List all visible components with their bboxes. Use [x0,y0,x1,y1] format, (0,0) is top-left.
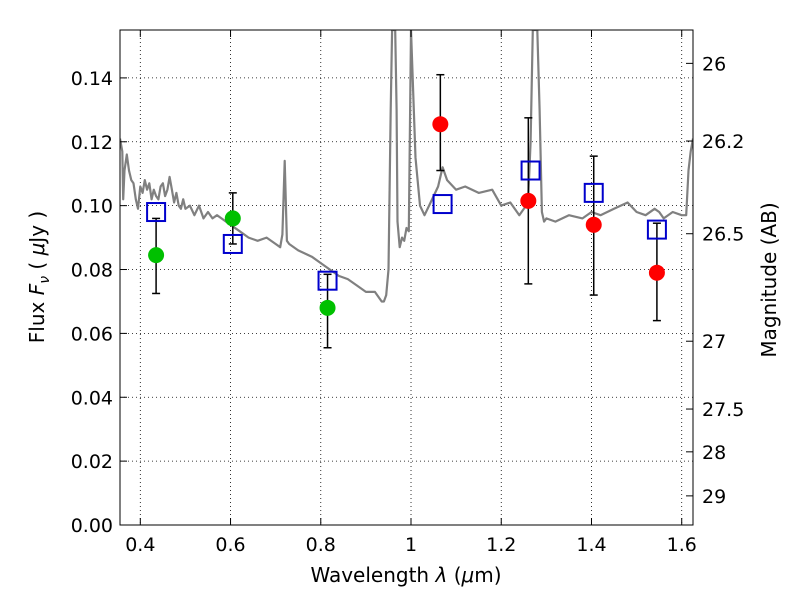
axis-ticks: 0.4 0.6 0.8 1 1.2 1.4 1.6 0.00 0.02 0.04 0.06 0.08 0… [71,30,744,556]
y-tick-label: 0.12 [71,132,113,154]
x-tick-label: 1.6 [667,534,697,556]
y2-tick-label: 27.5 [702,399,744,421]
y2-tick-label: 26.2 [702,131,744,153]
y2-tick-label: 26.5 [702,224,744,246]
observed-point [520,192,537,209]
observed-point [148,247,165,264]
model-photometry-point [583,182,604,203]
y-axis-label: Flux Fν ( μJy ) [25,211,53,343]
y-tick-label: 0.02 [71,451,113,473]
x-axis-label: Wavelength λ (μm) [310,563,501,587]
plot-data-area [120,30,693,349]
y-tick-label: 0.14 [71,68,113,90]
sed-model-line [120,30,693,303]
model-photometry-point [317,270,338,291]
plot-frame [119,29,694,526]
x-tick-label: 0.8 [306,534,336,556]
observed-point [224,210,241,227]
observed-point [648,264,665,281]
observed-point [432,116,449,133]
x-tick-label: 0.4 [125,534,155,556]
observed-point [585,216,602,233]
y2-axis-label: Magnitude (AB) [757,202,781,357]
x-tick-label: 0.6 [215,534,245,556]
grid-lines [120,30,693,526]
x-tick-label: 1.4 [576,534,606,556]
y2-tick-label: 28 [702,442,726,464]
x-tick-label: 1.2 [486,534,516,556]
y-tick-label: 0.04 [71,387,113,409]
observed-point [319,299,336,316]
model-photometry-point [222,233,243,254]
model-photometry-point [432,194,453,215]
y-tick-label: 0.00 [71,515,113,537]
x-tick-label: 1 [405,534,417,556]
y2-tick-label: 27 [702,331,726,353]
y2-tick-label: 26 [702,53,726,75]
model-photometry-point [146,202,167,223]
y-tick-label: 0.10 [71,196,113,218]
model-photometry-point [520,160,541,181]
y2-tick-label: 29 [702,486,726,508]
model-photometry-point [646,219,667,240]
y-tick-label: 0.08 [71,260,113,282]
y-tick-label: 0.06 [71,323,113,345]
